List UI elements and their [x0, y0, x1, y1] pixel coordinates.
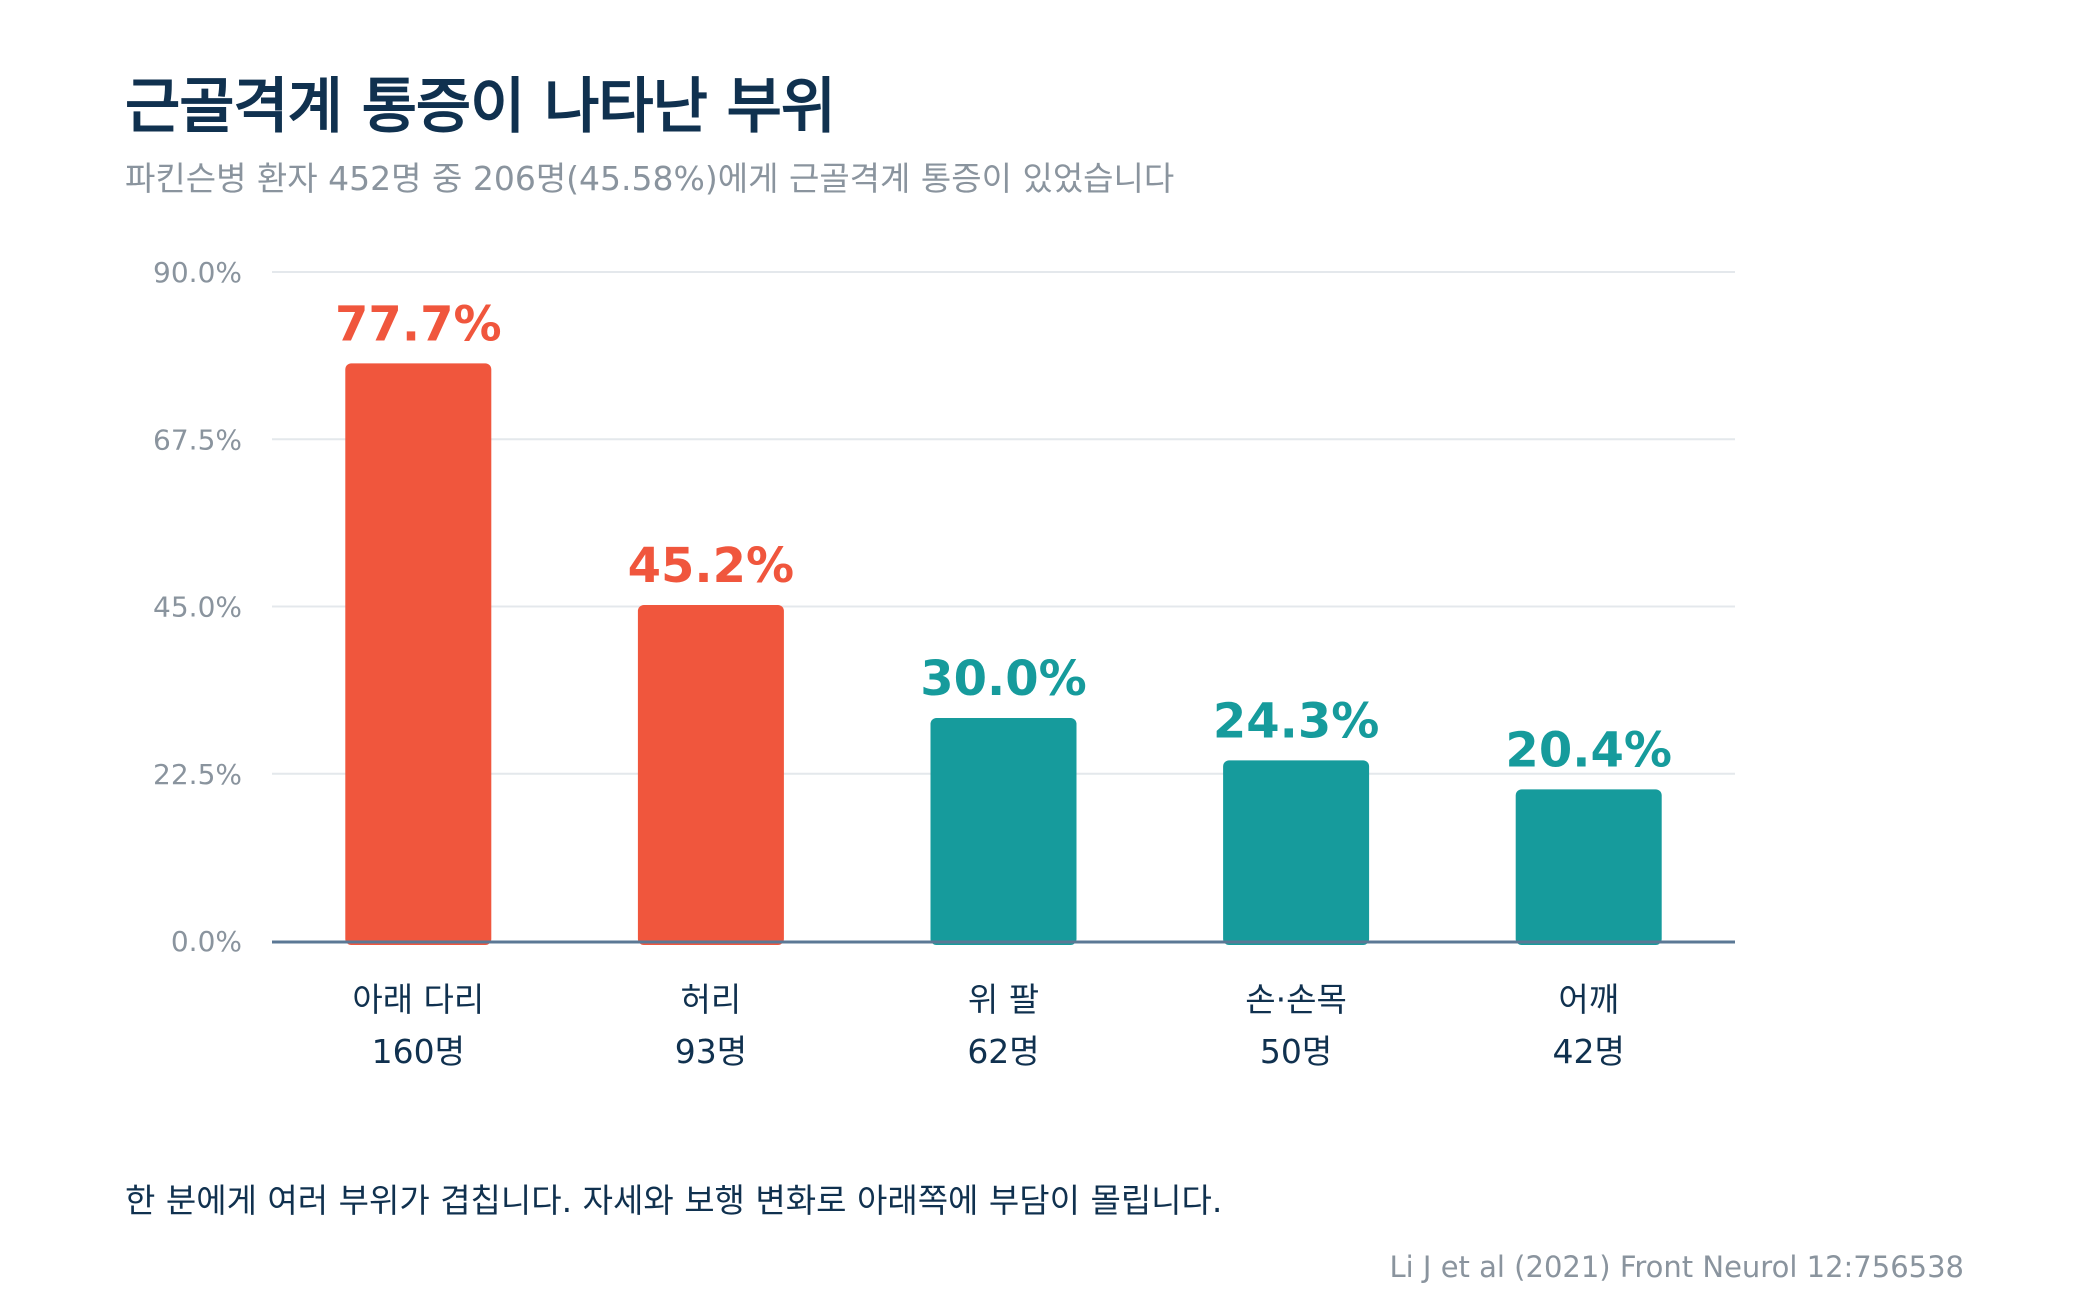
bar-value-label: 24.3% — [1213, 693, 1380, 749]
x-tick-label: 허리 — [681, 980, 742, 1019]
chart-subtitle: 파킨슨병 환자 452명 중 206명(45.58%)에게 근골격계 통증이 있… — [125, 159, 1175, 198]
x-axis-ticks: 아래 다리 160명 허리 93명 위 팔 62명 손·손목 50명 어깨 42명 — [352, 980, 1625, 1071]
source-citation: Li J et al (2021) Front Neurol 12:756538 — [1389, 1250, 1965, 1284]
x-tick-count-label: 42명 — [1553, 1032, 1625, 1071]
x-tick-count-label: 62명 — [967, 1032, 1039, 1071]
x-tick-count-label: 50명 — [1260, 1032, 1332, 1071]
bar — [637, 605, 784, 945]
y-axis-ticks: 0.0% 22.5% 45.0% 67.5% 90.0% — [153, 256, 242, 958]
y-tick-label: 45.0% — [153, 591, 242, 624]
y-tick-label: 90.0% — [153, 256, 242, 289]
x-tick-label: 아래 다리 — [352, 980, 484, 1019]
x-tick-label: 위 팔 — [968, 980, 1039, 1019]
bar — [1515, 789, 1662, 945]
bar-value-label: 30.0% — [920, 651, 1087, 707]
chart-title: 근골격계 통증이 나타난 부위 — [125, 72, 836, 142]
x-tick-label: 어깨 — [1558, 980, 1619, 1019]
y-tick-label: 0.0% — [171, 925, 242, 958]
bar — [345, 363, 492, 945]
bar — [1223, 760, 1370, 945]
bar-value-label: 20.4% — [1505, 722, 1672, 778]
bar-value-label: 45.2% — [628, 538, 795, 594]
y-tick-label: 67.5% — [153, 423, 242, 456]
y-tick-label: 22.5% — [153, 758, 242, 791]
x-tick-count-label: 160명 — [372, 1032, 465, 1071]
bar — [930, 718, 1077, 945]
bar-value-label: 77.7% — [335, 296, 502, 352]
value-labels: 77.7% 45.2% 30.0% 24.3% 20.4% — [335, 296, 1672, 778]
footnote: 한 분에게 여러 부위가 겹칩니다. 자세와 보행 변화로 아래쪽에 부담이 몰… — [125, 1181, 1223, 1220]
x-tick-label: 손·손목 — [1245, 980, 1347, 1019]
bars — [345, 363, 1662, 945]
x-tick-count-label: 93명 — [675, 1032, 747, 1071]
